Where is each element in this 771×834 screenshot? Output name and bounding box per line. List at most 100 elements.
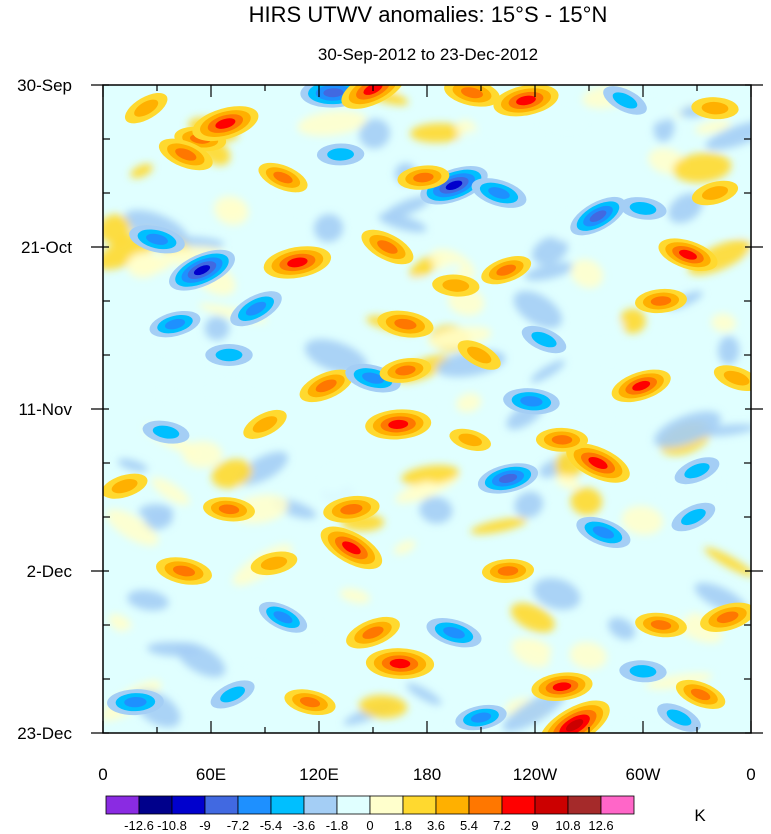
texture-patch xyxy=(151,477,190,506)
anomaly-feature xyxy=(481,558,535,584)
texture-patch xyxy=(570,259,604,289)
texture-patch xyxy=(705,120,751,150)
colorbar-unit-label: K xyxy=(694,806,706,825)
contour-level xyxy=(273,611,293,624)
texture-patch xyxy=(621,505,664,535)
texture-patch xyxy=(653,115,675,142)
anomaly-feature xyxy=(243,409,287,439)
texture-patch xyxy=(711,313,737,333)
texture-patch xyxy=(116,623,181,647)
contour-level xyxy=(551,435,573,445)
anomaly-feature xyxy=(230,291,282,327)
anomaly-feature xyxy=(316,143,365,166)
anomaly-feature xyxy=(169,249,235,291)
contour-level xyxy=(388,419,409,429)
contour-level xyxy=(592,526,615,539)
contour-level xyxy=(287,257,308,268)
anomaly-feature xyxy=(142,420,190,444)
anomaly-feature xyxy=(365,409,432,440)
anomaly-feature xyxy=(124,92,168,124)
texture-patch xyxy=(654,411,721,448)
contour-level xyxy=(701,186,729,200)
texture-patch xyxy=(281,112,301,129)
colorbar-swatch xyxy=(567,795,602,815)
texture-patch xyxy=(359,118,390,149)
anomaly-feature xyxy=(192,106,259,142)
texture-patch xyxy=(608,617,636,640)
texture-patch xyxy=(704,547,751,577)
anomaly-feature xyxy=(521,325,567,354)
contour-level xyxy=(273,171,293,184)
anomaly-feature xyxy=(671,502,716,532)
texture-patch xyxy=(569,641,607,670)
contour-level xyxy=(650,620,672,630)
texture-patch xyxy=(568,394,609,419)
texture-patch xyxy=(108,613,133,634)
anomaly-feature xyxy=(619,660,667,683)
anomaly-feature xyxy=(320,526,383,570)
contour-level xyxy=(252,416,278,433)
contour-level xyxy=(193,265,211,276)
texture-patch xyxy=(378,213,427,233)
anomaly-feature xyxy=(361,229,414,265)
anomaly-feature xyxy=(477,463,539,494)
contour-level xyxy=(498,473,518,484)
anomaly-feature xyxy=(457,340,501,370)
texture-patch xyxy=(410,123,467,143)
texture-patch xyxy=(696,424,751,437)
anomaly-feature xyxy=(203,497,255,522)
colorbar-swatch xyxy=(270,795,305,815)
colorbar-swatch xyxy=(105,795,140,815)
anomaly-feature xyxy=(397,165,450,190)
anomaly-feature xyxy=(566,443,630,483)
anomaly-feature xyxy=(539,700,610,733)
anomaly-feature xyxy=(258,162,308,193)
anomaly-feature xyxy=(657,703,701,732)
x-tick-label: 120E xyxy=(299,765,339,784)
texture-patch xyxy=(583,319,625,333)
x-tick-label: 120W xyxy=(513,765,557,784)
anomaly-feature xyxy=(674,457,720,485)
colorbar-level-label: 3.6 xyxy=(427,818,445,833)
contour-level xyxy=(650,296,672,306)
contour-level xyxy=(362,626,384,639)
anomaly-feature xyxy=(503,388,560,415)
anomaly-feature xyxy=(619,197,667,220)
colorbar-level-label: -5.4 xyxy=(260,818,282,833)
contour-level xyxy=(461,87,483,99)
anomaly-feature xyxy=(455,704,507,731)
contour-level xyxy=(632,380,651,391)
colorbar-level-label: -10.8 xyxy=(157,818,187,833)
contour-level xyxy=(589,210,607,222)
contour-level xyxy=(629,665,657,678)
contour-level xyxy=(172,565,196,577)
colorbar xyxy=(105,795,635,815)
y-tick-label: 2-Dec xyxy=(27,562,73,581)
colorbar-swatch xyxy=(336,795,371,815)
anomaly-feature xyxy=(531,672,593,702)
anomaly-feature xyxy=(377,310,434,338)
x-tick-label: 0 xyxy=(746,765,755,784)
anomaly-feature xyxy=(103,473,148,499)
contour-level xyxy=(342,541,361,555)
plot-area xyxy=(103,85,751,733)
contour-level xyxy=(684,463,710,479)
colorbar-labels: -12.6 -10.8 -9 -7.2 -5.4 -3.6 -1.8 0 1.8 3.6 5.4 7.… xyxy=(124,818,613,833)
colorbar-level-label: -3.6 xyxy=(293,818,315,833)
texture-patch xyxy=(456,130,488,160)
contour-level xyxy=(565,719,584,732)
contour-level xyxy=(467,346,492,364)
anomaly-feature xyxy=(635,288,687,314)
colorbar-level-label: 0 xyxy=(366,818,373,833)
contour-level xyxy=(716,611,739,624)
colorbar-level-label: 7.2 xyxy=(493,818,511,833)
colorbar-swatch xyxy=(600,795,635,815)
texture-patch xyxy=(280,191,309,215)
colorbar-level-label: -9 xyxy=(199,818,211,833)
contour-level xyxy=(679,249,697,260)
texture-patch xyxy=(393,540,416,555)
texture-patch xyxy=(502,690,566,732)
texture-patch xyxy=(533,577,581,610)
texture-patch xyxy=(401,465,460,486)
contour-level xyxy=(488,187,510,199)
